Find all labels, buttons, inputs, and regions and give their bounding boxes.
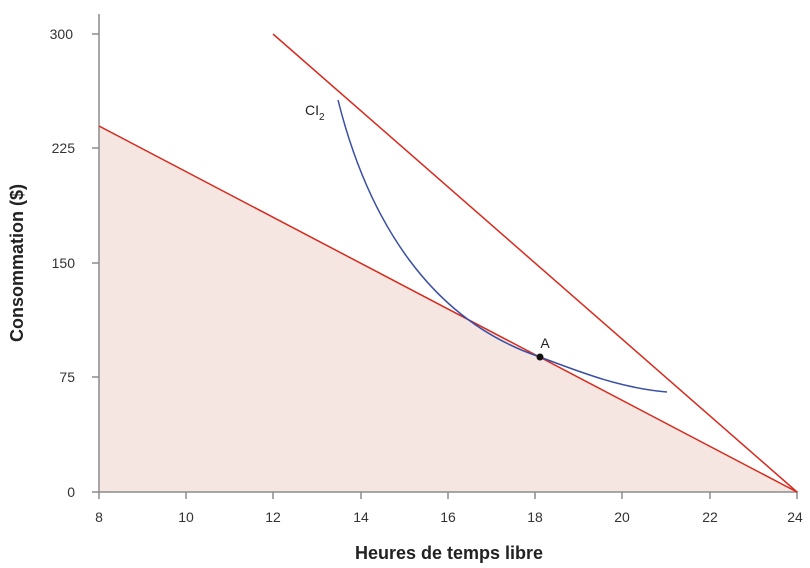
x-ticks bbox=[98, 492, 798, 499]
x-tick-8: 8 bbox=[95, 509, 103, 525]
y-tick-225: 225 bbox=[52, 140, 76, 156]
new-budget-line bbox=[272, 33, 798, 493]
x-tick-24: 24 bbox=[787, 509, 803, 525]
y-tick-150: 150 bbox=[52, 255, 76, 271]
ci2-label: CI2 bbox=[305, 102, 325, 123]
y-tick-300: 300 bbox=[50, 26, 74, 42]
point-a-marker bbox=[536, 353, 544, 361]
x-axis-title: Heures de temps libre bbox=[355, 543, 543, 563]
x-tick-22: 22 bbox=[702, 509, 718, 525]
x-tick-10: 10 bbox=[178, 509, 194, 525]
x-tick-labels: 8 10 12 14 16 18 20 22 24 bbox=[95, 509, 803, 525]
x-tick-14: 14 bbox=[353, 509, 369, 525]
y-tick-75: 75 bbox=[59, 369, 75, 385]
x-tick-20: 20 bbox=[614, 509, 630, 525]
x-tick-18: 18 bbox=[527, 509, 543, 525]
initial-budget-line bbox=[98, 125, 798, 493]
y-axis-title: Consommation ($) bbox=[7, 184, 27, 342]
indifference-curve-ci2 bbox=[337, 99, 668, 393]
y-tick-0: 0 bbox=[67, 484, 75, 500]
x-tick-12: 12 bbox=[265, 509, 281, 525]
y-tick-labels: 300 225 150 75 0 bbox=[50, 26, 76, 500]
point-a-label: A bbox=[540, 335, 550, 351]
x-tick-16: 16 bbox=[440, 509, 456, 525]
y-ticks bbox=[92, 33, 99, 378]
